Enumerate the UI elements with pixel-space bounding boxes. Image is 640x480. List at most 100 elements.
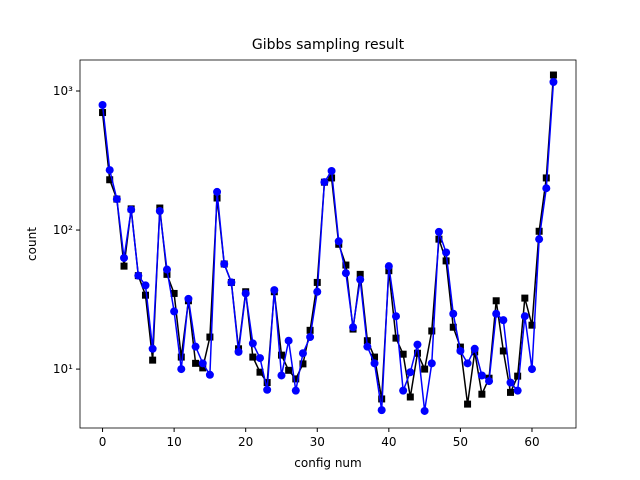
marker	[485, 377, 494, 386]
chart-title: Gibbs sampling result	[252, 37, 405, 53]
marker	[106, 176, 114, 184]
marker	[306, 326, 314, 334]
marker	[349, 323, 358, 332]
marker	[263, 385, 272, 394]
marker	[535, 227, 543, 235]
marker	[177, 365, 186, 374]
marker	[155, 207, 164, 216]
marker	[256, 354, 265, 363]
marker	[406, 393, 414, 401]
marker	[464, 400, 472, 408]
marker	[449, 323, 457, 331]
marker	[356, 270, 364, 278]
marker	[234, 347, 243, 356]
marker	[506, 378, 515, 387]
marker	[406, 368, 415, 377]
marker	[213, 187, 222, 196]
marker	[141, 281, 150, 290]
marker	[434, 227, 443, 236]
marker	[298, 349, 307, 358]
marker	[320, 178, 329, 187]
marker	[384, 262, 393, 271]
marker	[428, 327, 436, 335]
marker	[277, 351, 285, 359]
marker	[520, 312, 529, 321]
x-tick-label: 0	[99, 435, 107, 449]
marker	[277, 371, 286, 380]
marker	[192, 359, 200, 367]
marker	[377, 406, 386, 415]
marker	[456, 346, 465, 355]
marker	[327, 166, 336, 175]
marker	[120, 262, 128, 270]
marker	[291, 386, 300, 395]
marker	[514, 372, 522, 380]
marker	[478, 390, 486, 398]
marker	[170, 307, 179, 316]
marker	[306, 333, 315, 342]
marker	[542, 184, 551, 193]
plot-frame	[79, 59, 577, 429]
marker	[449, 309, 458, 318]
x-tick-label: 50	[453, 435, 468, 449]
marker	[420, 406, 429, 415]
marker	[248, 339, 257, 348]
y-tick-label: 10²	[53, 223, 73, 237]
marker	[492, 309, 501, 318]
marker	[134, 271, 143, 280]
x-axis-label: config num	[294, 456, 361, 470]
marker	[363, 342, 372, 351]
y-axis-label: count	[25, 227, 39, 261]
marker	[227, 278, 236, 287]
marker	[285, 366, 293, 374]
x-tick-label: 30	[310, 435, 325, 449]
marker	[492, 297, 500, 305]
marker	[184, 294, 193, 303]
marker	[241, 289, 250, 298]
marker	[549, 77, 558, 86]
marker	[535, 235, 544, 244]
marker	[177, 353, 185, 361]
marker	[313, 287, 322, 296]
marker	[163, 270, 171, 278]
marker	[356, 275, 365, 284]
marker	[442, 248, 451, 257]
marker	[549, 71, 557, 79]
marker	[299, 360, 307, 368]
marker	[527, 365, 536, 374]
marker	[249, 353, 257, 361]
marker	[371, 353, 379, 361]
marker	[391, 312, 400, 321]
x-tick-label: 40	[381, 435, 396, 449]
x-tick-label: 20	[238, 435, 253, 449]
marker	[120, 253, 129, 262]
marker	[206, 333, 214, 341]
x-tick-label: 60	[524, 435, 539, 449]
marker	[98, 101, 107, 110]
x-tick-label: 10	[166, 435, 181, 449]
marker	[112, 195, 121, 204]
marker	[499, 316, 508, 325]
marker	[284, 336, 293, 345]
marker	[370, 359, 379, 368]
marker	[105, 166, 114, 175]
marker	[148, 344, 157, 353]
marker	[442, 257, 450, 265]
marker	[170, 289, 178, 297]
marker	[198, 359, 207, 368]
marker	[413, 349, 421, 357]
marker	[162, 265, 171, 274]
marker	[256, 368, 264, 376]
marker	[399, 386, 408, 395]
marker	[521, 294, 529, 302]
series-line	[101, 74, 555, 405]
y-tick-label: 10¹	[53, 362, 73, 376]
marker	[427, 359, 436, 368]
marker	[99, 109, 107, 117]
marker	[292, 375, 300, 383]
marker	[341, 269, 350, 278]
marker	[127, 205, 136, 214]
marker	[270, 286, 279, 295]
marker	[421, 365, 429, 373]
